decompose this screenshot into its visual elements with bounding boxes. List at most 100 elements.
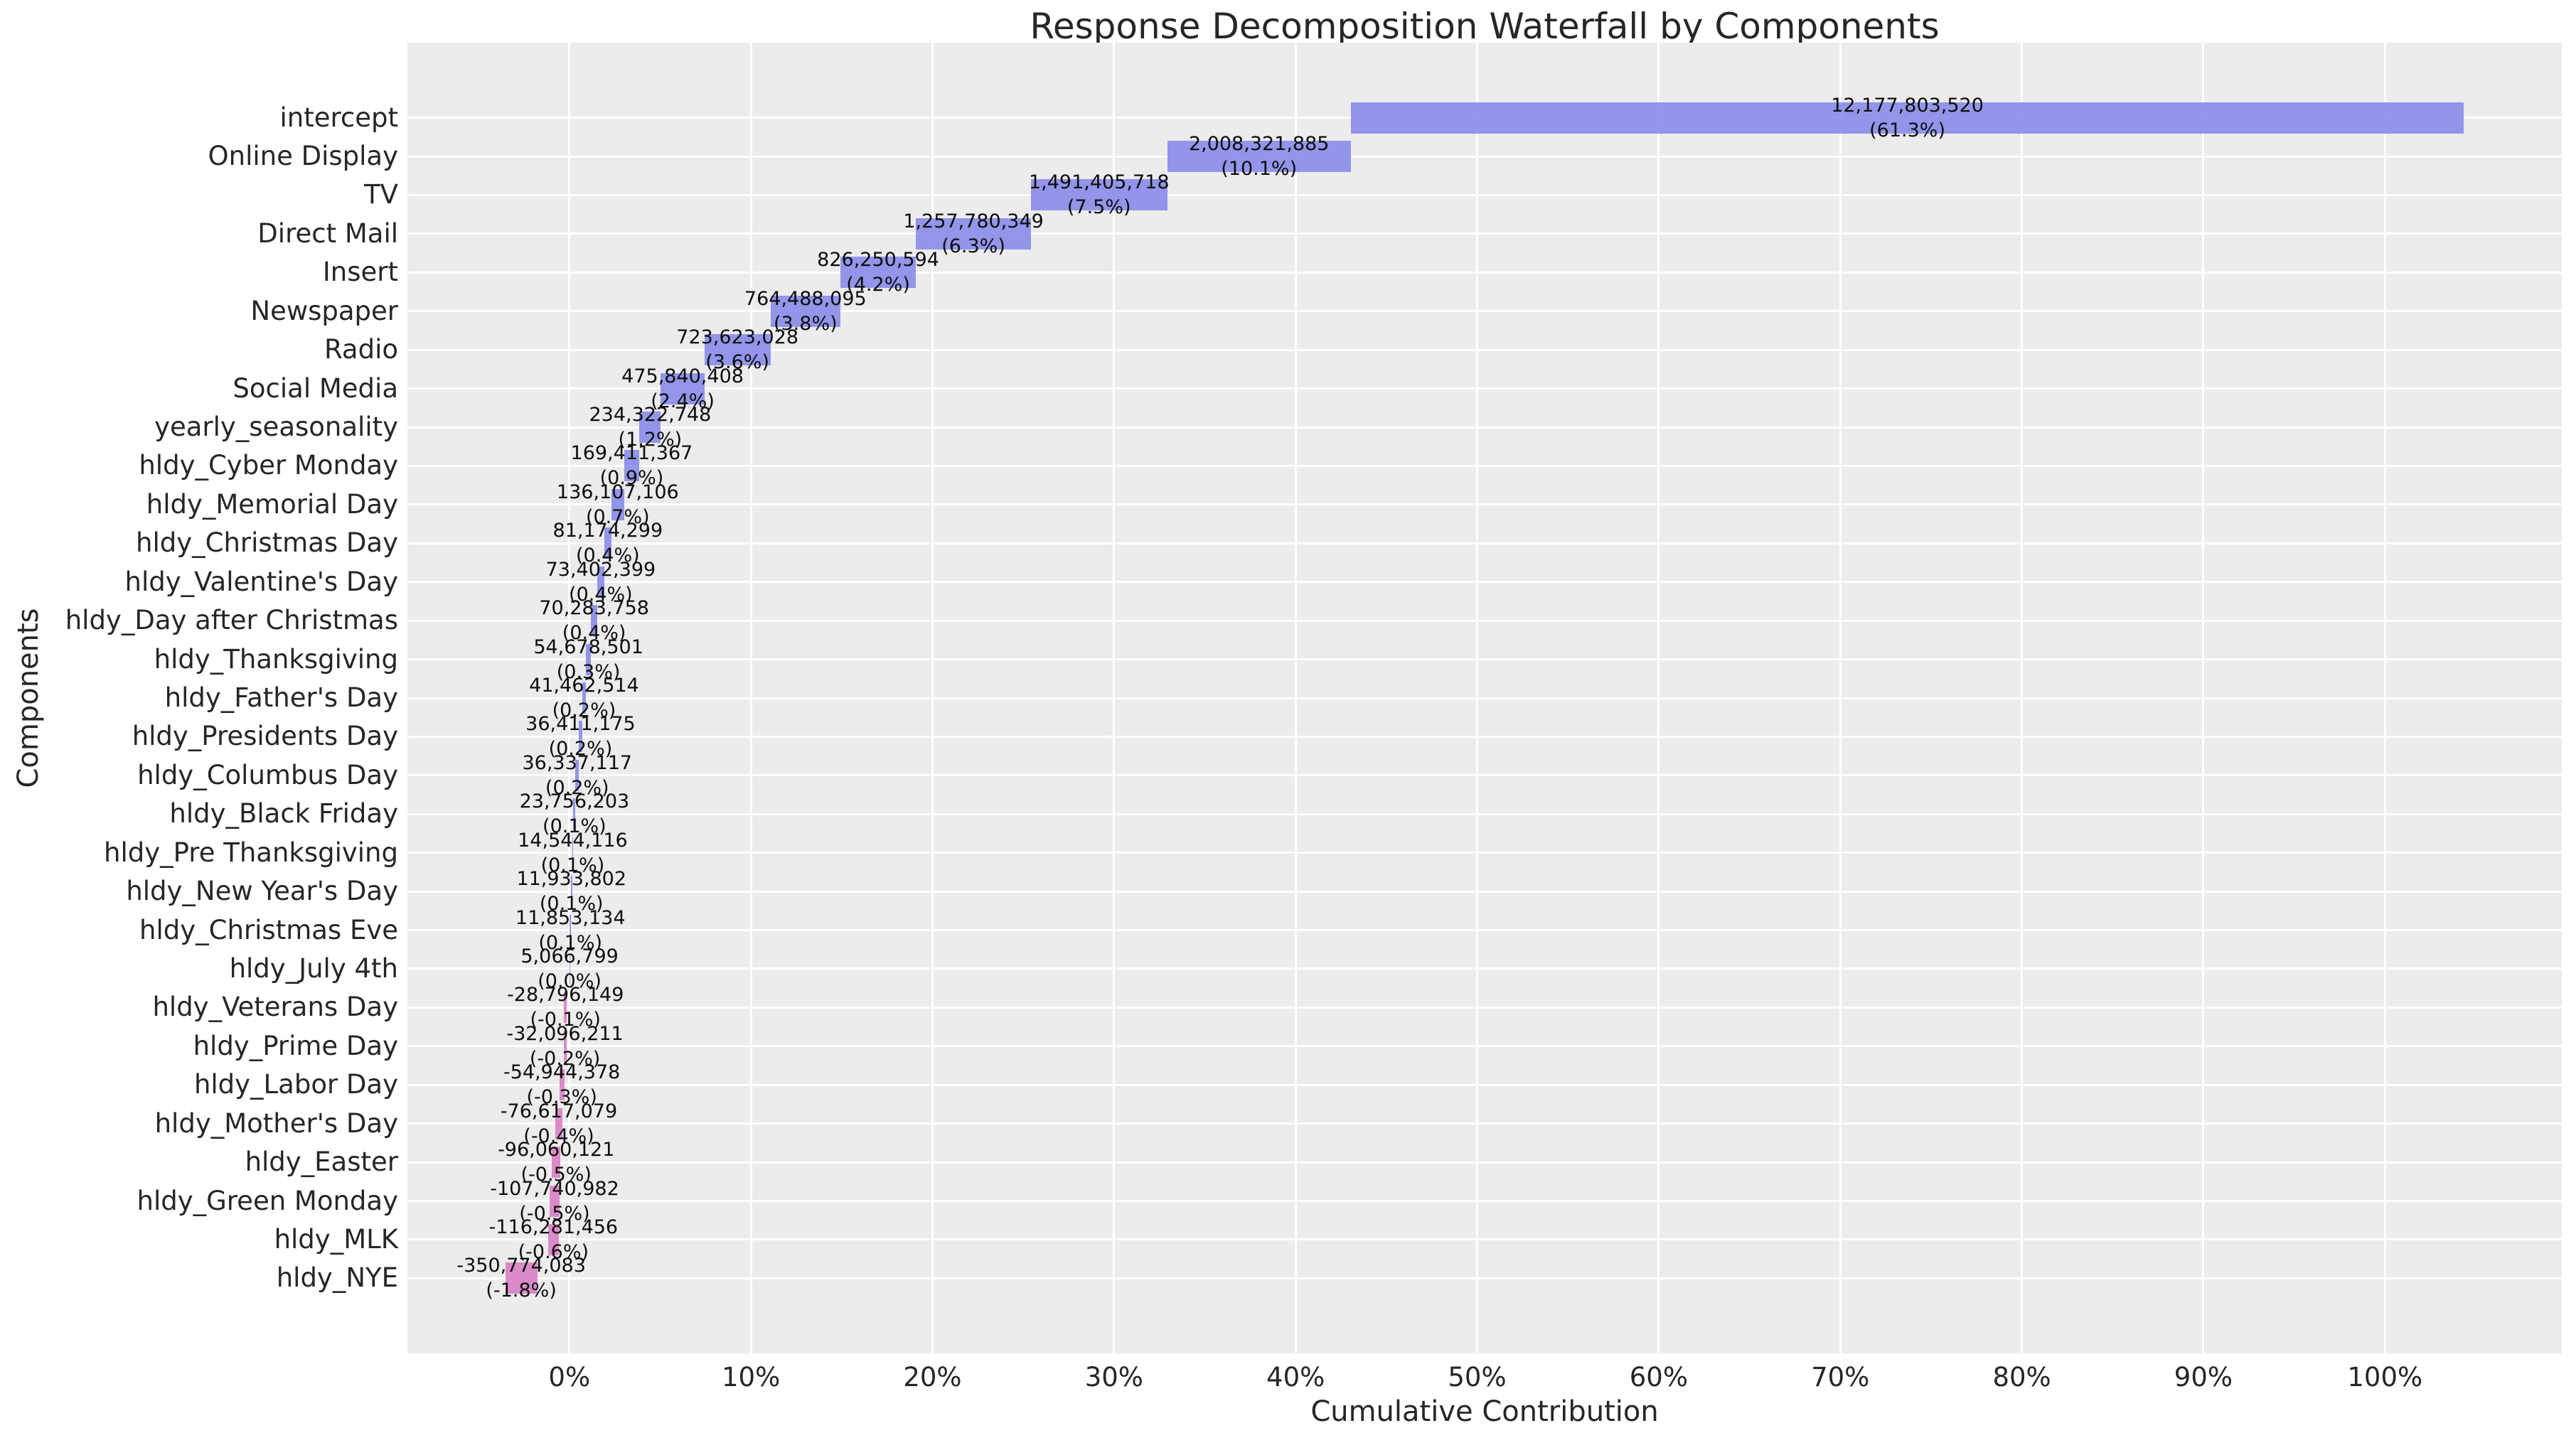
y-gridline [407, 774, 2562, 777]
y-gridline [407, 1277, 2562, 1279]
bar-label: 73,402,399 (0.4%) [546, 557, 656, 607]
y-tick-label: hldy_July 4th [229, 953, 398, 984]
y-gridline [407, 929, 2562, 932]
bar-value-label: 70,283,758 [539, 597, 649, 620]
bar-pct-label: (-1.8%) [486, 1279, 557, 1302]
bar-label: 70,283,758 (0.4%) [539, 596, 649, 645]
y-tick-label: Newspaper [250, 295, 398, 326]
x-tick-label: 80% [1992, 1362, 2051, 1393]
bar-label: -350,774,083 (-1.8%) [456, 1253, 586, 1303]
bar-pct-label: (0.1%) [538, 931, 603, 954]
y-tick-label: hldy_Cyber Monday [139, 450, 398, 481]
bar-pct-label: (6.3%) [941, 235, 1005, 257]
waterfall-bar [586, 643, 592, 675]
y-gridline [407, 735, 2562, 738]
bar-pct-label: (1.2%) [618, 429, 683, 451]
x-tick-label: 30% [1084, 1362, 1143, 1393]
waterfall-bar [570, 876, 572, 908]
bar-value-label: -76,617,079 [500, 1100, 618, 1122]
bar-pct-label: (0.2%) [545, 776, 609, 799]
bar-value-label: 826,250,594 [817, 249, 939, 272]
y-gridline [407, 1122, 2562, 1125]
bar-pct-label: (0.0%) [538, 970, 602, 992]
bar-label: 23,756,203 (0.1%) [520, 789, 630, 839]
bar-value-label: 169,411,367 [570, 442, 693, 465]
y-gridline [407, 271, 2562, 274]
bar-label: 36,337,117 (0.2%) [522, 751, 632, 800]
y-tick-label: yearly_seasonality [154, 412, 398, 442]
y-tick-label: hldy_Green Monday [137, 1185, 399, 1216]
y-gridline [407, 155, 2562, 158]
y-tick-label: TV [364, 179, 398, 210]
bar-value-label: -32,096,211 [506, 1022, 624, 1045]
bar-value-label: 5,066,799 [520, 945, 619, 967]
bar-pct-label: (0.4%) [569, 583, 633, 606]
bar-label: -54,944,378 (-0.3%) [503, 1060, 620, 1110]
bar-label: 11,933,802 (0.1%) [516, 866, 626, 916]
bar-value-label: 36,411,175 [525, 713, 636, 736]
y-gridline [407, 890, 2562, 893]
bar-value-label: 11,853,134 [515, 906, 626, 929]
y-tick-label: Direct Mail [257, 218, 398, 249]
y-tick-label: Online Display [208, 141, 399, 172]
plot-area: 12,177,803,520 (61.3%) 2,008,321,885 (10.1%… [407, 43, 2562, 1353]
bar-value-label: -54,944,378 [503, 1061, 621, 1084]
y-tick-label: hldy_Thanksgiving [154, 643, 398, 675]
bar-pct-label: (0.1%) [540, 854, 605, 876]
bar-label: 14,544,116 (0.1%) [518, 828, 628, 878]
bar-value-label: 36,337,117 [522, 751, 633, 774]
bar-pct-label: (-0.4%) [523, 1125, 594, 1147]
y-tick-label: hldy_Memorial Day [146, 488, 398, 520]
bar-label: 11,853,134 (0.1%) [515, 906, 626, 955]
bar-value-label: 723,623,028 [676, 326, 799, 349]
chart-title: Response Decomposition Waterfall by Comp… [1030, 6, 1940, 47]
bar-label: 1,491,405,718 (7.5%) [1029, 170, 1170, 220]
bar-label: 723,623,028 (3.6%) [676, 325, 798, 375]
y-gridline [407, 852, 2562, 854]
bar-value-label: -107,740,982 [490, 1177, 619, 1200]
bar-label: -116,281,456 (-0.6%) [489, 1215, 619, 1265]
bar-label: -28,796,149 (-0.1%) [507, 982, 624, 1032]
bar-label: 2,008,321,885 (10.1%) [1189, 132, 1330, 181]
bar-label: 36,411,175 (0.2%) [525, 712, 636, 761]
waterfall-bar [505, 1262, 538, 1294]
x-tick-label: 20% [903, 1362, 962, 1393]
bar-label: -32,096,211 (-0.2%) [506, 1021, 623, 1071]
bar-value-label: 475,840,408 [621, 365, 744, 387]
x-tick-label: 10% [721, 1362, 781, 1393]
y-tick-label: hldy_Black Friday [169, 798, 398, 830]
bar-pct-label: (-0.3%) [526, 1086, 597, 1109]
x-tick-label: 60% [1629, 1362, 1688, 1393]
y-gridline [407, 658, 2562, 661]
bar-pct-label: (-0.1%) [530, 1009, 601, 1031]
bar-value-label: -116,281,456 [488, 1216, 619, 1238]
bar-value-label: 1,491,405,718 [1028, 171, 1170, 194]
y-gridline [407, 542, 2562, 544]
y-gridline [407, 193, 2562, 196]
waterfall-bar [916, 218, 1031, 249]
waterfall-bar [559, 1069, 565, 1101]
bar-pct-label: (0.4%) [576, 544, 640, 567]
y-tick-label: hldy_Labor Day [193, 1069, 398, 1100]
bar-value-label: 54,678,501 [533, 635, 643, 658]
bar-label: 826,250,594 (4.2%) [817, 247, 939, 297]
bar-label: -107,740,982 (-0.5%) [490, 1176, 619, 1226]
bar-pct-label: (3.6%) [705, 351, 769, 374]
y-gridline [407, 697, 2562, 699]
waterfall-bar [563, 1030, 567, 1062]
bar-value-label: 14,544,116 [518, 829, 628, 852]
waterfall-bar [704, 334, 771, 366]
y-gridline [407, 1083, 2562, 1086]
y-tick-label: hldy_Valentine's Day [124, 566, 399, 597]
x-tick-label: 100% [2347, 1362, 2423, 1393]
y-tick-label: Radio [324, 334, 398, 365]
bar-pct-label: (3.8%) [773, 312, 838, 335]
y-tick-label: hldy_Day after Christmas [65, 605, 398, 636]
y-tick-label: hldy_Christmas Eve [139, 914, 398, 945]
bar-label: 12,177,803,520 (61.3%) [1831, 93, 1984, 143]
bar-label: 169,411,367 (0.9%) [571, 441, 693, 490]
bar-pct-label: (61.3%) [1869, 119, 1945, 141]
bar-value-label: 1,257,780,349 [903, 210, 1044, 232]
bar-pct-label: (0.2%) [548, 738, 613, 761]
y-tick-label: hldy_Veterans Day [152, 992, 398, 1023]
